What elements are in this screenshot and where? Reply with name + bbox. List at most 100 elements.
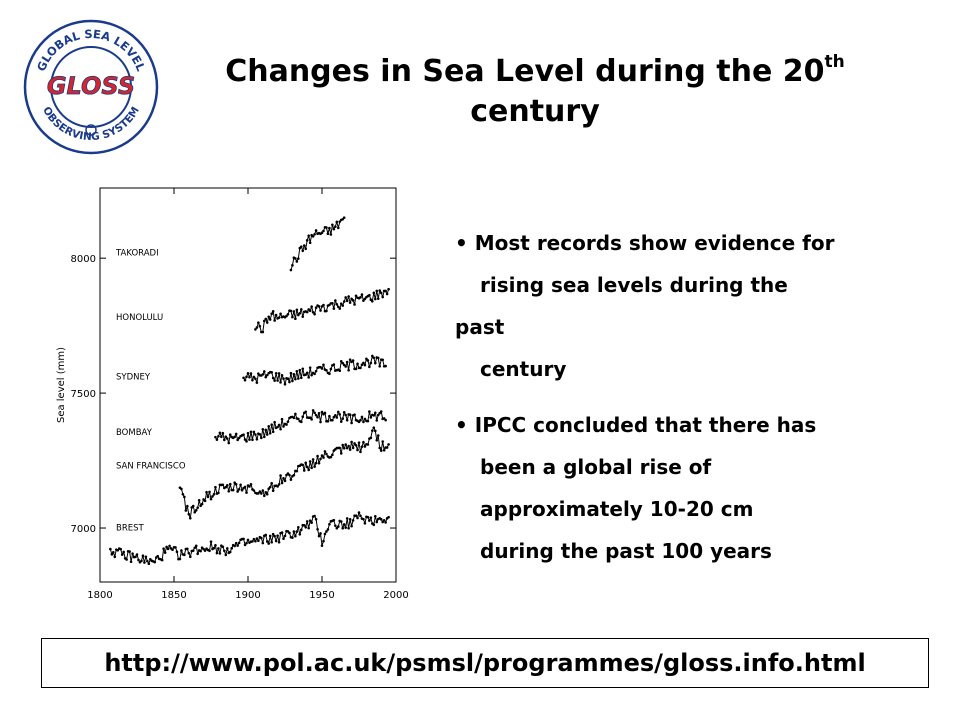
data-point [242,433,245,436]
data-point [285,314,288,318]
data-point [314,229,318,232]
data-point [276,379,279,382]
data-point [206,495,210,499]
data-point [311,409,315,412]
data-point [301,415,305,419]
data-point [141,554,145,558]
data-point [379,410,383,413]
data-point [325,369,328,372]
data-point [186,547,189,551]
data-point [317,305,321,308]
url-box: http://www.pol.ac.uk/psmsl/programmes/gl… [41,638,929,688]
data-point [249,483,253,486]
data-point [128,550,131,553]
data-point [332,307,336,310]
data-point [188,555,192,559]
data-point [265,492,269,496]
data-point [362,440,365,444]
data-point [376,356,380,360]
data-point [344,413,347,417]
data-point [237,488,241,491]
data-point [196,552,199,556]
data-point [375,419,379,422]
data-point [369,416,373,419]
data-point [319,457,322,461]
data-point [323,411,327,415]
data-point [308,241,312,245]
data-point [372,356,376,360]
data-point [326,419,330,423]
data-point [379,449,383,452]
x-tick-label: 1850 [161,590,186,601]
gloss-logo-graphic: GLOBAL SEA LEVEL OBSERVING SYSTEM GLOSS [23,19,159,155]
data-point [279,381,282,384]
data-point [317,534,321,538]
data-point [350,440,353,444]
data-point [356,516,359,520]
data-point [280,374,284,377]
data-point [292,473,296,477]
data-point [307,376,310,379]
data-point [328,414,331,418]
data-point [282,537,285,541]
data-point [273,379,276,382]
data-point [270,423,273,427]
data-point [228,433,232,437]
slide-title: Changes in Sea Level during the 20th cen… [170,52,900,132]
data-point [178,557,182,561]
data-point [363,521,367,525]
data-point [387,443,390,446]
data-point [228,482,232,486]
data-point [350,524,353,528]
data-point [211,495,214,498]
data-point [336,305,340,309]
data-point [273,534,276,538]
data-point [261,541,265,545]
bullet-2-line-2: been a global rise of [480,455,712,479]
data-point [305,371,309,375]
data-point [109,547,112,551]
data-point [381,440,384,443]
data-point [291,379,294,383]
data-point [218,431,222,435]
data-point [304,526,308,529]
data-point [233,544,236,548]
data-point [368,293,371,297]
data-point [260,536,263,540]
data-point [243,438,247,441]
data-point [277,316,281,319]
y-axis-label: Sea level (mm) [56,347,67,423]
data-point [268,485,272,489]
data-point [292,310,296,313]
gloss-logo: GLOBAL SEA LEVEL OBSERVING SYSTEM GLOSS [22,18,160,156]
data-point [288,473,291,477]
series-line [179,426,390,519]
data-point [372,523,376,527]
data-point [347,295,350,298]
data-point [262,370,266,373]
data-point [262,319,266,323]
title-superscript: th [824,52,845,72]
data-point [237,436,241,440]
data-point [301,367,305,371]
data-point [332,415,336,419]
data-point [313,312,316,316]
data-point [297,525,300,529]
data-point [362,361,365,365]
data-point [186,504,189,508]
data-point [363,417,367,421]
data-point [308,519,312,522]
data-point [147,562,151,566]
data-point [112,550,115,554]
bullet-item-2: • IPCC concluded that there has been a g… [455,404,925,572]
data-point [299,245,303,248]
data-point [215,551,219,555]
data-point [366,515,370,519]
data-point [286,420,290,423]
data-point [156,554,160,558]
bullet-1-line-3: past [455,315,505,339]
data-point [348,517,352,521]
gloss-url-link[interactable]: http://www.pol.ac.uk/psmsl/programmes/gl… [104,649,866,677]
data-point [224,553,228,557]
data-point [283,534,287,538]
